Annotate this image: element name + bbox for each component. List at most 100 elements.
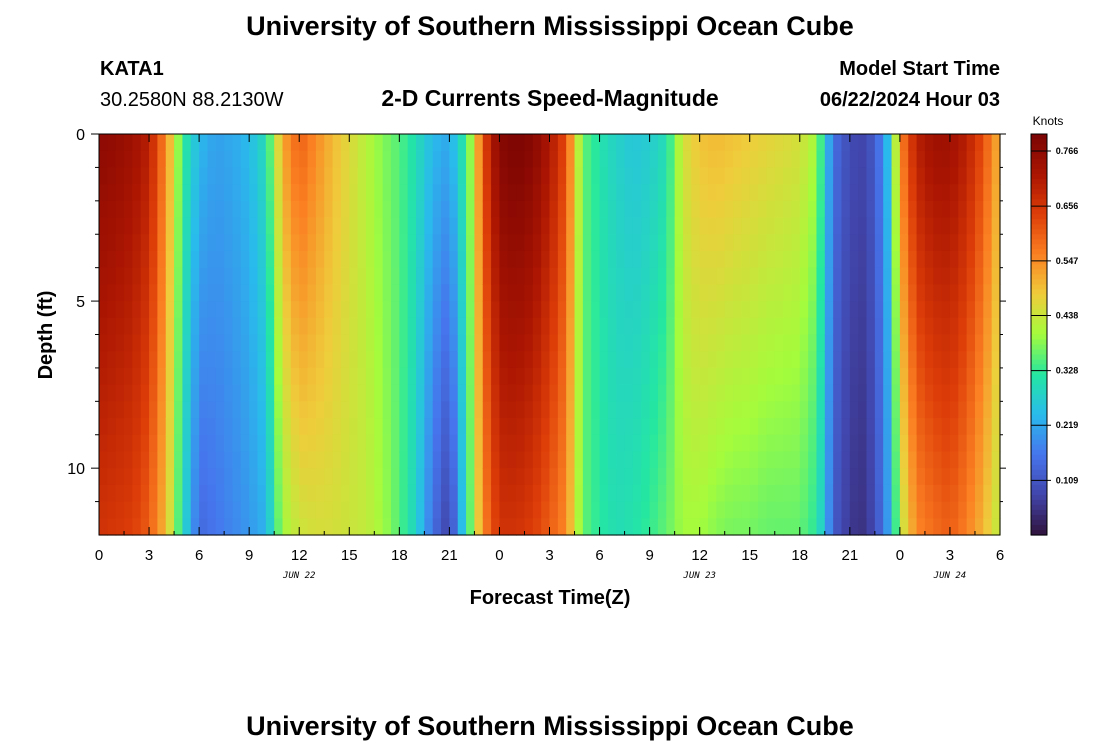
heatmap-cell — [466, 284, 476, 302]
heatmap-cell — [666, 434, 676, 453]
heatmap-cell — [466, 468, 476, 486]
heatmap-cell — [799, 184, 809, 202]
heatmap-cell — [491, 351, 501, 369]
heatmap-cell — [966, 384, 976, 402]
heatmap-cell — [424, 301, 434, 319]
heatmap-cell — [749, 217, 759, 235]
heatmap-cell — [799, 484, 809, 503]
heatmap-cell — [190, 484, 200, 503]
heatmap-cell — [741, 267, 751, 285]
heatmap-cell — [382, 317, 392, 336]
heatmap-cell — [549, 134, 559, 152]
heatmap-cell — [457, 468, 467, 486]
heatmap-cell — [474, 418, 484, 436]
heatmap-cell — [966, 401, 976, 419]
heatmap-cell — [441, 317, 450, 336]
heatmap-cell — [866, 234, 876, 252]
heatmap-cell — [974, 384, 984, 402]
heatmap-cell — [274, 150, 284, 169]
heatmap-cell — [766, 351, 776, 369]
colorbar-segment — [1031, 369, 1047, 376]
heatmap-cell — [599, 484, 609, 503]
heatmap-cell — [390, 484, 400, 503]
heatmap-cell — [207, 384, 217, 402]
heatmap-cell — [983, 367, 993, 386]
heatmap-cell — [991, 451, 1001, 469]
heatmap-cell — [390, 250, 400, 269]
heatmap-cell — [924, 451, 934, 469]
heatmap-cell — [674, 401, 684, 419]
heatmap-cell — [207, 284, 217, 302]
heatmap-cell — [866, 484, 876, 503]
heatmap-cell — [315, 434, 325, 453]
heatmap-cell — [657, 200, 667, 219]
heatmap-cell — [966, 184, 976, 202]
heatmap-cell — [174, 418, 184, 436]
heatmap-cell — [949, 351, 959, 369]
heatmap-cell — [466, 267, 476, 285]
heatmap-cell — [774, 250, 784, 269]
heatmap-cell — [924, 334, 934, 352]
heatmap-cell — [991, 200, 1001, 219]
heatmap-cell — [674, 301, 684, 319]
heatmap-cell — [374, 351, 384, 369]
heatmap-cell — [858, 384, 868, 402]
heatmap-cell — [482, 150, 492, 169]
heatmap-cell — [215, 434, 225, 453]
heatmap-cell — [374, 284, 384, 302]
heatmap-cell — [332, 217, 342, 235]
heatmap-cell — [933, 501, 943, 519]
heatmap-cell — [357, 401, 367, 419]
heatmap-cell — [449, 284, 459, 302]
heatmap-cell — [315, 384, 325, 402]
heatmap-cell — [349, 284, 359, 302]
heatmap-cell — [424, 167, 434, 185]
heatmap-cell — [808, 317, 818, 336]
heatmap-cell — [949, 301, 959, 319]
heatmap-cell — [199, 518, 209, 536]
heatmap-cell — [974, 451, 984, 469]
heatmap-cell — [165, 200, 175, 219]
heatmap-cell — [716, 468, 726, 486]
heatmap-cell — [599, 518, 609, 536]
heatmap-cell — [874, 468, 884, 486]
heatmap-cell — [416, 401, 425, 419]
heatmap-cell — [132, 134, 142, 152]
heatmap-cell — [232, 217, 242, 235]
heatmap-cell — [574, 134, 584, 152]
heatmap-cell — [991, 518, 1001, 536]
heatmap-cell — [833, 334, 843, 352]
heatmap-cell — [816, 367, 826, 386]
heatmap-cell — [883, 267, 893, 285]
heatmap-cell — [524, 484, 534, 503]
heatmap-cell — [708, 367, 717, 386]
heatmap-cell — [949, 284, 959, 302]
heatmap-cell — [207, 217, 217, 235]
heatmap-cell — [307, 334, 317, 352]
heatmap-cell — [115, 250, 125, 269]
x-tick-label: 15 — [741, 547, 758, 564]
heatmap-cell — [99, 217, 108, 235]
heatmap-cell — [474, 301, 484, 319]
heatmap-cell — [157, 167, 167, 185]
heatmap-cell — [874, 284, 884, 302]
heatmap-cell — [891, 267, 901, 285]
heatmap-cell — [549, 401, 559, 419]
heatmap-cell — [616, 351, 626, 369]
heatmap-cell — [574, 401, 584, 419]
heatmap-cell — [808, 351, 818, 369]
heatmap-cell — [232, 150, 242, 169]
heatmap-cell — [799, 301, 809, 319]
heatmap-cell — [716, 401, 726, 419]
heatmap-cell — [966, 351, 976, 369]
heatmap-cell — [966, 434, 976, 453]
heatmap-cell — [240, 167, 250, 185]
heatmap-cell — [733, 167, 742, 185]
heatmap-cell — [249, 418, 259, 436]
heatmap-cell — [933, 301, 943, 319]
heatmap-cell — [365, 401, 375, 419]
heatmap-cell — [140, 501, 150, 519]
heatmap-cell — [115, 200, 125, 219]
heatmap-cell — [99, 267, 108, 285]
heatmap-cell — [824, 317, 834, 336]
